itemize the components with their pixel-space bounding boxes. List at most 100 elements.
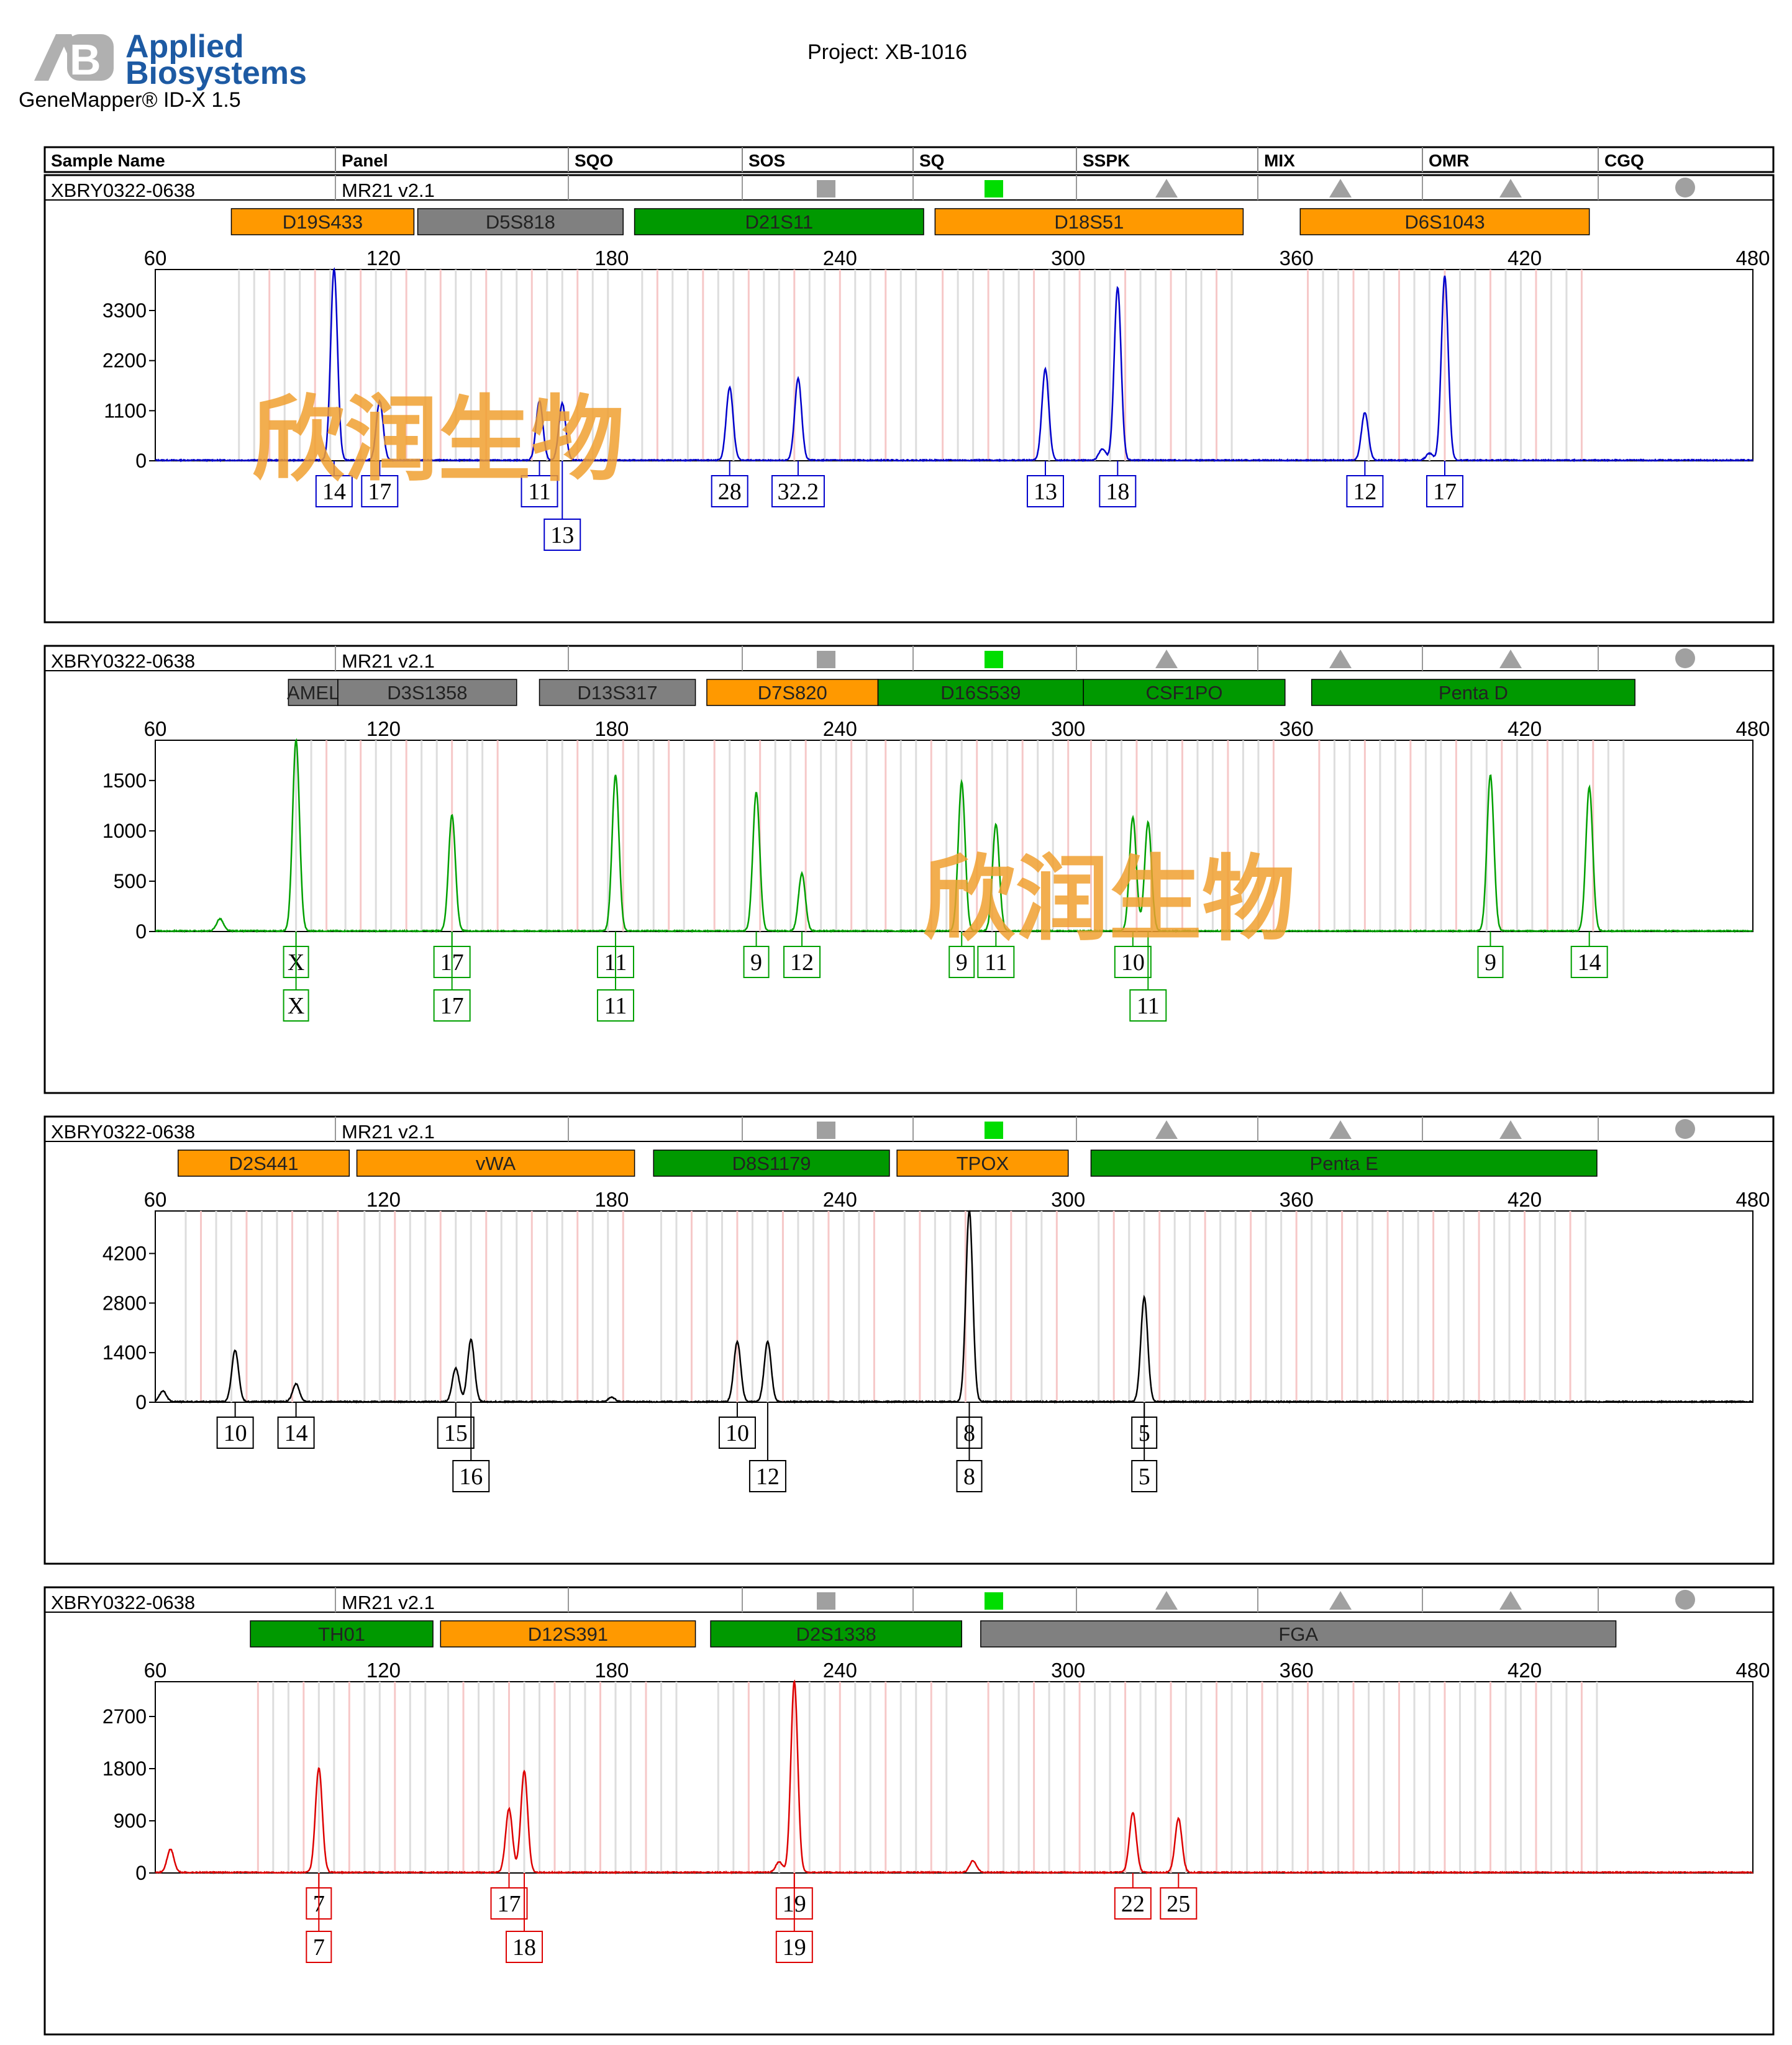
marker-label: Penta E xyxy=(1310,1153,1378,1174)
marker-label: D19S433 xyxy=(283,211,363,233)
marker-bar-d3s1358[interactable] xyxy=(337,679,517,706)
marker-label: D18S51 xyxy=(1054,211,1124,233)
panel-frame xyxy=(43,1586,1775,2036)
x-tick-label: 300 xyxy=(1051,247,1085,270)
allele-label-box[interactable] xyxy=(718,1417,756,1449)
marker-bar-d5s818[interactable] xyxy=(417,208,624,235)
x-tick-label: 420 xyxy=(1508,247,1542,270)
x-tick-label: 300 xyxy=(1051,717,1085,740)
allele-label-box[interactable] xyxy=(596,989,634,1022)
allele-label-box[interactable] xyxy=(452,1460,490,1492)
marker-bar-d18s51[interactable] xyxy=(934,208,1244,235)
y-tick-label: 2800 xyxy=(102,1292,147,1314)
marker-bar-d8s1179[interactable] xyxy=(653,1149,890,1177)
allele-label-box[interactable] xyxy=(775,1931,813,1963)
allele-label-box[interactable] xyxy=(1114,1887,1152,1920)
marker-bar-amel[interactable] xyxy=(288,679,339,706)
allele-label-box[interactable] xyxy=(1099,475,1137,507)
y-tick-label: 500 xyxy=(114,870,147,892)
allele-label-box[interactable] xyxy=(544,519,581,551)
allele-label: 19 xyxy=(783,1934,806,1961)
allele-label-box[interactable] xyxy=(1346,475,1384,507)
allele-label: 17 xyxy=(440,993,464,1019)
allele-label-box[interactable] xyxy=(1426,475,1463,507)
cgq-circle-icon xyxy=(1675,1119,1695,1139)
allele-label-box[interactable] xyxy=(433,989,471,1022)
allele-label-box[interactable] xyxy=(277,1417,315,1449)
allele-label-box[interactable] xyxy=(748,1460,786,1492)
allele-label: 14 xyxy=(284,1420,308,1446)
allele-label-box[interactable] xyxy=(1129,989,1167,1022)
allele-label-box[interactable] xyxy=(1131,1460,1158,1492)
allele-label-box[interactable] xyxy=(783,946,821,978)
marker-label: D21S11 xyxy=(745,211,813,233)
marker-bar-d13s317[interactable] xyxy=(539,679,696,706)
marker-bar-d21s11[interactable] xyxy=(634,208,924,235)
column-header-cgq: CGQ xyxy=(1604,151,1644,170)
y-tick-label: 2700 xyxy=(102,1705,147,1728)
allele-bins xyxy=(257,1682,1598,1873)
marker-bar-d2s441[interactable] xyxy=(177,1149,350,1177)
x-tick-label: 480 xyxy=(1735,717,1770,740)
x-tick-label: 60 xyxy=(144,1659,167,1682)
allele-label-box[interactable] xyxy=(361,475,399,507)
allele-label-box[interactable] xyxy=(216,1417,254,1449)
allele-label-box[interactable] xyxy=(743,946,770,978)
y-tick-label: 3300 xyxy=(102,299,147,322)
table-header-row xyxy=(43,146,1775,173)
marker-bar-vwa[interactable] xyxy=(356,1149,635,1177)
marker-bar-d19s433[interactable] xyxy=(230,208,415,235)
marker-bar-csf1po[interactable] xyxy=(1083,679,1286,706)
allele-label-box[interactable] xyxy=(711,475,748,507)
x-tick-label: 300 xyxy=(1051,1659,1085,1682)
marker-bar-d16s539[interactable] xyxy=(877,679,1084,706)
y-tick-label: 1500 xyxy=(102,769,147,792)
mix-triangle-icon xyxy=(1329,650,1352,668)
sq-green-square-icon xyxy=(985,180,1003,197)
allele-label-box[interactable] xyxy=(1477,946,1504,978)
marker-bar-th01[interactable] xyxy=(250,1620,434,1648)
allele-label: 17 xyxy=(498,1891,521,1917)
allele-label-box[interactable] xyxy=(956,1460,983,1492)
allele-label: 28 xyxy=(718,479,742,505)
allele-label-box[interactable] xyxy=(771,475,825,507)
electropherogram-trace xyxy=(155,267,1754,463)
allele-label-box[interactable] xyxy=(506,1931,544,1963)
marker-label: TPOX xyxy=(957,1153,1009,1174)
allele-label: 25 xyxy=(1167,1891,1190,1917)
allele-label-box[interactable] xyxy=(1160,1887,1198,1920)
marker-label: D2S441 xyxy=(229,1153,299,1174)
marker-bar-tpox[interactable] xyxy=(896,1149,1069,1177)
allele-bins xyxy=(238,270,1583,461)
allele-label-box[interactable] xyxy=(1570,946,1608,978)
marker-label: D12S391 xyxy=(528,1623,608,1645)
marker-bar-fga[interactable] xyxy=(980,1620,1617,1648)
allele-label-box[interactable] xyxy=(521,475,558,507)
allele-label-box[interactable] xyxy=(283,989,309,1022)
allele-label: 32.2 xyxy=(778,479,819,505)
x-tick-label: 240 xyxy=(823,717,857,740)
marker-bar-d7s820[interactable] xyxy=(706,679,879,706)
allele-label-box[interactable] xyxy=(437,1417,475,1449)
watermark-text: 欣润生物 xyxy=(922,846,1295,954)
y-tick-label: 1800 xyxy=(102,1757,147,1780)
marker-bar-d6s1043[interactable] xyxy=(1299,208,1590,235)
allele-label-box[interactable] xyxy=(315,475,353,507)
allele-label-box[interactable] xyxy=(948,946,975,978)
marker-bar-d12s391[interactable] xyxy=(440,1620,696,1648)
allele-label-box[interactable] xyxy=(1026,475,1064,507)
allele-label-box[interactable] xyxy=(490,1887,528,1920)
allele-label-box[interactable] xyxy=(306,1931,332,1963)
marker-bar-penta-d[interactable] xyxy=(1311,679,1635,706)
allele-label: 9 xyxy=(1485,950,1496,976)
allele-label: 18 xyxy=(512,1934,536,1961)
allele-label-box[interactable] xyxy=(1114,946,1152,978)
marker-label: Penta D xyxy=(1439,682,1508,704)
electropherogram-trace xyxy=(155,1210,1753,1404)
marker-bar-d2s1338[interactable] xyxy=(710,1620,962,1648)
marker-bar-penta-e[interactable] xyxy=(1090,1149,1598,1177)
sample-name: XBRY0322-0638 xyxy=(51,650,195,672)
allele-label-box[interactable] xyxy=(977,946,1015,978)
panel-name: MR21 v2.1 xyxy=(342,1121,435,1143)
